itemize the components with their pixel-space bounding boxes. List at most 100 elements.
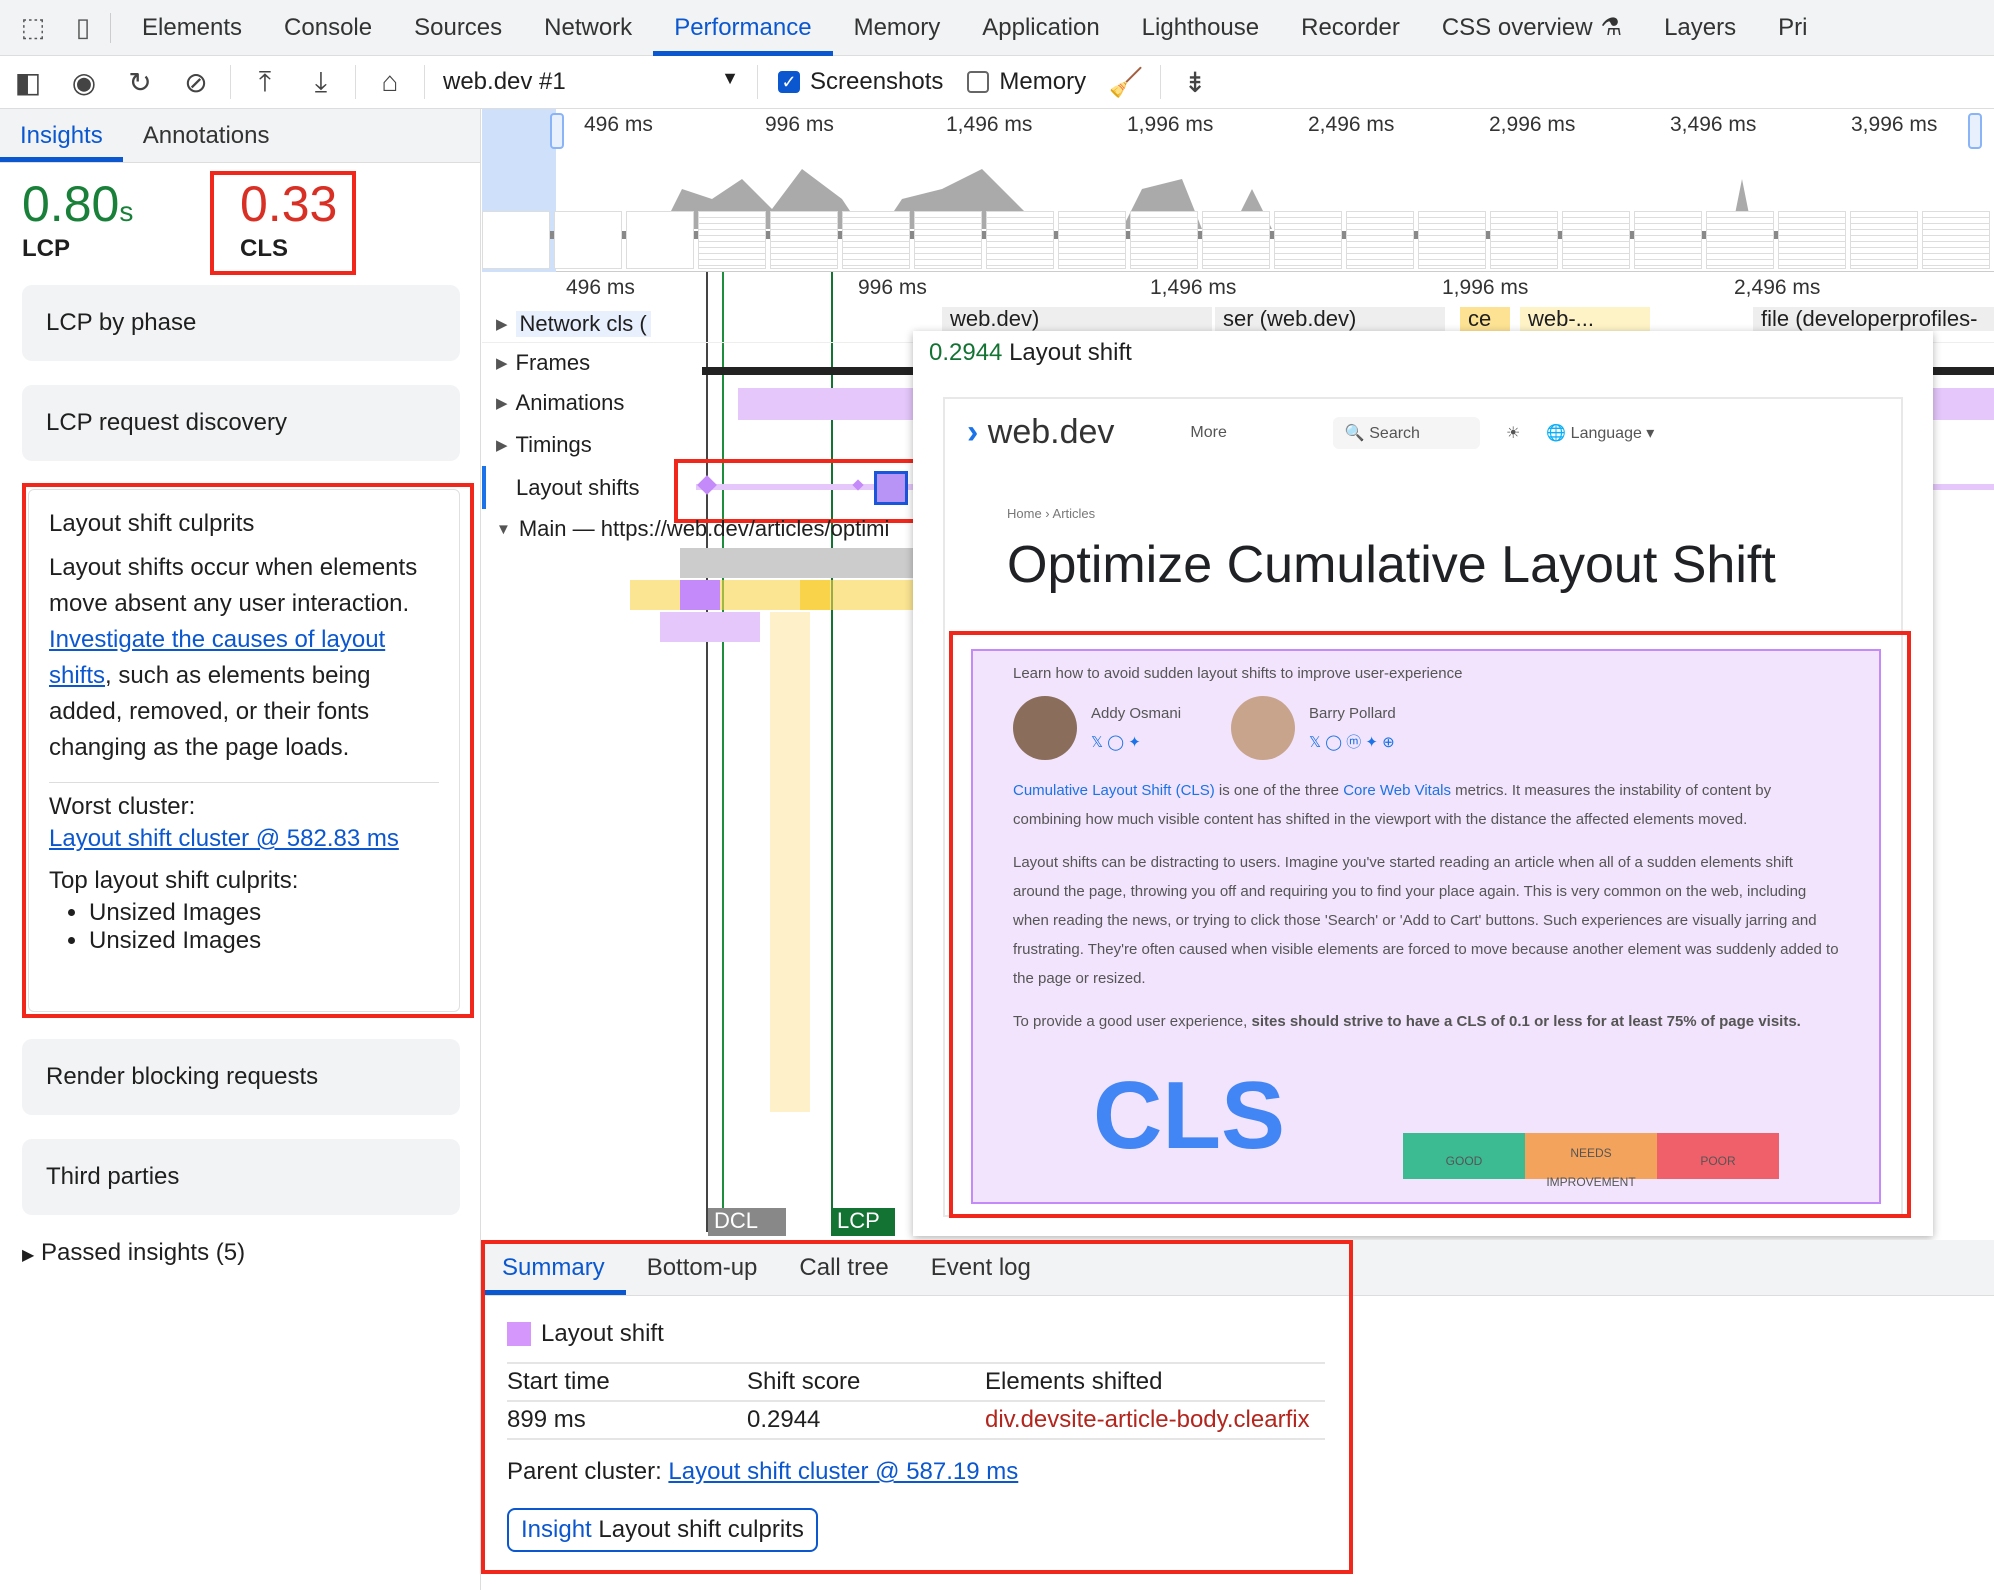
tab-event-log[interactable]: Event log [930, 1253, 1031, 1281]
divider [1160, 65, 1162, 99]
tab-layers[interactable]: Layers [1664, 13, 1737, 41]
paragraph: Layout shifts can be distracting to user… [1013, 854, 1839, 987]
network-request[interactable]: file (developerprofiles- [1753, 307, 1994, 331]
timings-track[interactable]: ▶ Timings [482, 424, 1994, 466]
author-name: Addy Osmani [1091, 705, 1182, 722]
tab-css-overview[interactable]: CSS overview ⚗ [1421, 0, 1643, 56]
record-icon[interactable]: ◉ [71, 66, 97, 98]
details-highlight-box [481, 1240, 1353, 1574]
sidebar-toggle-icon[interactable]: ◧ [14, 66, 42, 98]
insight-layout-shift-culprits: Layout shift culprits Layout shifts occu… [28, 489, 460, 1012]
divider [49, 782, 439, 783]
collapse-triangle-icon: ▼ [496, 520, 511, 538]
timeline-overview[interactable]: 496 ms 996 ms 1,496 ms 1,996 ms 2,496 ms 2,99… [482, 109, 1994, 272]
dcl-marker[interactable]: DCL [708, 1208, 786, 1236]
screenshot-thumbnail[interactable] [914, 211, 982, 269]
tab-call-tree[interactable]: Call tree [799, 1253, 889, 1281]
broom-icon[interactable]: 🧹 [1108, 66, 1144, 98]
timeline-tick: 1,996 ms [1442, 276, 1529, 299]
tab-recorder[interactable]: Recorder [1301, 13, 1400, 41]
details-tabs: Summary Bottom-up Call tree Event log [481, 1240, 1994, 1296]
screenshot-thumbnail[interactable] [482, 211, 550, 269]
screenshot-thumbnail[interactable] [1778, 211, 1846, 269]
network-request[interactable]: ser (web.dev) [1215, 307, 1445, 331]
tab-annotations[interactable]: Annotations [142, 121, 270, 149]
insight-lcp-by-phase[interactable]: LCP by phase [22, 285, 460, 361]
screenshot-thumbnail[interactable] [1490, 211, 1558, 269]
tab-sources[interactable]: Sources [414, 13, 503, 41]
cls-scale: GOOD NEEDS IMPROVEMENT POOR [1403, 1133, 1779, 1189]
screenshot-thumbnail[interactable] [770, 211, 838, 269]
tab-lighthouse[interactable]: Lighthouse [1141, 13, 1260, 41]
tab-bottom-up[interactable]: Bottom-up [646, 1253, 758, 1281]
screenshot-thumbnail[interactable] [1346, 211, 1414, 269]
home-icon[interactable]: ⌂ [381, 66, 399, 97]
screenshot-thumbnail[interactable] [1562, 211, 1630, 269]
tab-network[interactable]: Network [544, 13, 633, 41]
screenshot-thumbnail[interactable] [554, 211, 622, 269]
screenshot-thumbnail[interactable] [626, 211, 694, 269]
insight-third-parties[interactable]: Third parties [22, 1139, 460, 1215]
culprit-item: Unsized Images [89, 899, 439, 927]
selected-layout-shift[interactable] [874, 471, 908, 505]
network-request[interactable]: web.dev) [942, 307, 1212, 331]
screenshot-thumbnail[interactable] [1130, 211, 1198, 269]
worst-cluster-link[interactable]: Layout shift cluster @ 582.83 ms [49, 825, 399, 852]
main-thread-track[interactable]: ▼ Main — https://web.dev/articles/optimi [482, 509, 1994, 549]
screenshot-thumbnail[interactable] [1922, 211, 1990, 269]
tab-performance[interactable]: Performance [653, 0, 833, 56]
tab-insights[interactable]: Insights [0, 109, 123, 162]
inspect-element-icon[interactable]: ⬚ [20, 12, 46, 42]
track-label: Timings [515, 432, 592, 457]
insight-chip[interactable]: Insight Layout shift culprits [507, 1508, 818, 1552]
logo-text: web.dev [987, 413, 1115, 451]
lcp-marker[interactable]: LCP [831, 1208, 895, 1236]
memory-checkbox[interactable] [967, 71, 990, 93]
download-icon[interactable]: ⤓ [314, 65, 328, 97]
language-select: 🌐 Language ▾ [1546, 424, 1655, 442]
screenshots-checkbox[interactable]: ✓ [778, 71, 800, 93]
screenshot-thumbnail[interactable] [1274, 211, 1342, 269]
scale-poor: POOR [1657, 1133, 1779, 1179]
screenshot-thumbnail[interactable] [1634, 211, 1702, 269]
clear-icon[interactable]: ⊘ [184, 66, 208, 98]
lcp-metric[interactable]: 0.80s LCP [22, 175, 133, 263]
passed-insights-toggle[interactable]: ▶ Passed insights (5) [22, 1239, 245, 1267]
tab-console[interactable]: Console [284, 13, 373, 41]
reload-icon[interactable]: ↻ [128, 66, 152, 98]
upload-icon[interactable]: ⤒ [258, 65, 272, 97]
network-request[interactable]: web-... [1520, 307, 1650, 331]
screenshot-thumbnail[interactable] [1418, 211, 1486, 269]
shifted-element-link[interactable]: div.devsite-article-body.clearfix [985, 1406, 1310, 1433]
cls-metric[interactable]: 0.33 CLS [240, 175, 337, 263]
insight-lcp-request-discovery[interactable]: LCP request discovery [22, 385, 460, 461]
insight-render-blocking-requests[interactable]: Render blocking requests [22, 1039, 460, 1115]
parent-cluster-link[interactable]: Layout shift cluster @ 587.19 ms [668, 1458, 1019, 1485]
collapse-tracks-icon[interactable]: ⇟ [1183, 66, 1207, 98]
scale-needs-improvement: NEEDS IMPROVEMENT [1525, 1133, 1657, 1189]
investigate-link[interactable]: Investigate the causes of layout shifts [49, 626, 386, 689]
layout-shift-tooltip: 0.2944 Layout shift › web.dev More 🔍 Sea… [913, 331, 1933, 1236]
search-text: Search [1369, 424, 1420, 442]
tab-memory[interactable]: Memory [853, 13, 941, 41]
recording-select[interactable]: web.dev #1 ▼ [431, 68, 751, 96]
screenshot-thumbnail[interactable] [1058, 211, 1126, 269]
device-toolbar-icon[interactable]: ▯ [75, 12, 91, 42]
tab-application[interactable]: Application [982, 13, 1100, 41]
insights-sidebar: Insights Annotations 0.80s LCP 0.33 CLS … [0, 109, 481, 1590]
tab-summary[interactable]: Summary [481, 1240, 626, 1295]
overview-left-handle[interactable] [550, 113, 564, 149]
screenshot-thumbnail[interactable] [1706, 211, 1774, 269]
overview-right-handle[interactable] [1968, 113, 1982, 149]
screenshot-thumbnail[interactable] [698, 211, 766, 269]
tab-privacy[interactable]: Pri [1778, 13, 1808, 41]
screenshot-thumbnail[interactable] [1850, 211, 1918, 269]
screenshot-thumbnail[interactable] [842, 211, 910, 269]
screenshot-thumbnail[interactable] [986, 211, 1054, 269]
overview-tick: 2,496 ms [1308, 113, 1395, 136]
tab-elements[interactable]: Elements [142, 13, 243, 41]
main-thread-flamechart[interactable] [620, 548, 920, 1208]
network-track[interactable]: ▶ Network cls ( web.dev) ser (web.dev) ce… [482, 305, 1994, 343]
screenshot-thumbnail[interactable] [1202, 211, 1270, 269]
network-request[interactable]: ce [1460, 307, 1510, 331]
